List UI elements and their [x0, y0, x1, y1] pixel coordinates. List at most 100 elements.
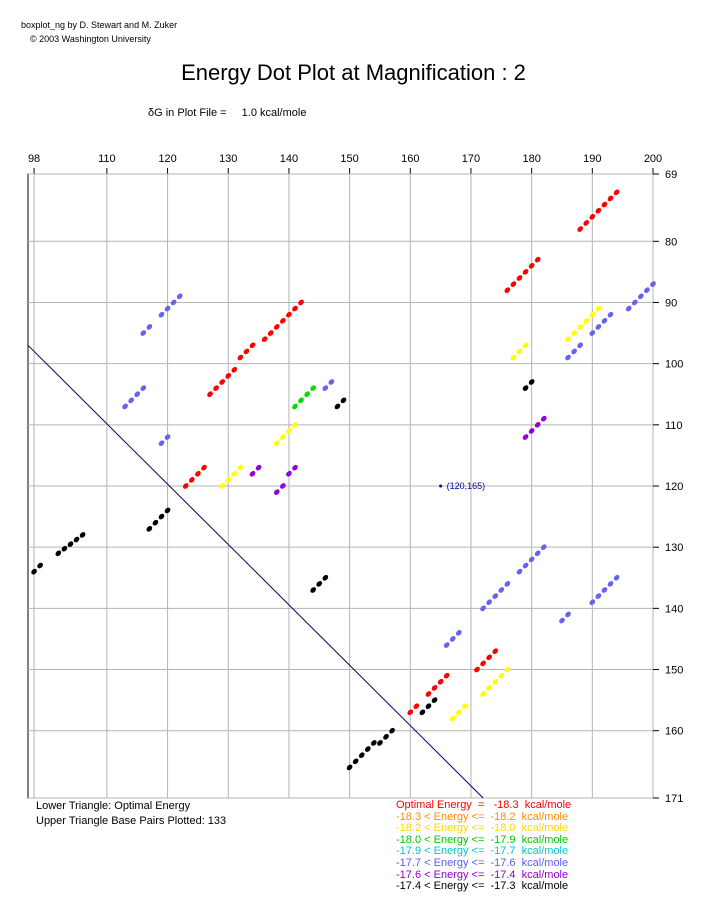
x-tick-label: 180 — [522, 153, 540, 165]
dot-point — [419, 709, 426, 716]
dot-point — [31, 568, 37, 575]
dot-point — [534, 421, 541, 428]
dot-point — [249, 342, 256, 349]
dot-point — [534, 550, 541, 557]
legend-entry: -17.6 < Energy <= -17.4 kcal/mole — [396, 868, 569, 881]
x-tick-label: 190 — [583, 153, 601, 165]
dot-point — [237, 464, 244, 471]
dot-point — [389, 727, 395, 734]
dot-point — [310, 587, 317, 593]
dot-point — [146, 324, 153, 330]
x-tick-label: 200 — [644, 153, 662, 165]
dot-point — [638, 293, 644, 300]
legend-entry: -18.0 < Energy <= -17.9 kcal/mole — [396, 833, 569, 846]
dot-point — [310, 385, 317, 391]
legend-entry: -17.7 < Energy <= -17.6 kcal/mole — [396, 856, 569, 869]
dot-point — [292, 464, 298, 471]
upper-triangle-note: Upper Triangle Base Pairs Plotted: 133 — [36, 815, 227, 827]
dot-point — [528, 379, 535, 385]
dot-point — [510, 281, 517, 287]
dot-point — [480, 605, 486, 612]
y-tick-label: 171 — [665, 793, 683, 805]
dot-point — [625, 305, 632, 312]
dot-point — [237, 354, 244, 361]
dot-point — [449, 715, 456, 722]
credit-line-2: © 2003 Washington University — [30, 34, 151, 44]
dot-point — [650, 281, 656, 287]
dot-point — [261, 336, 268, 343]
dot-point — [474, 666, 480, 673]
dot-point — [589, 330, 596, 336]
dot-point — [219, 483, 226, 489]
dot-point — [516, 348, 523, 355]
dot-point — [565, 611, 571, 618]
dot-point — [462, 703, 468, 710]
dot-point — [455, 629, 462, 636]
dot-point — [164, 305, 171, 312]
dot-point — [189, 477, 195, 483]
dot-point — [528, 556, 535, 563]
chart-title: Energy Dot Plot at Magnification : 2 — [181, 60, 526, 85]
dot-point — [280, 434, 286, 440]
energy-legend: Optimal Energy = -18.3 kcal/mole -18.3 < … — [396, 799, 571, 893]
dot-point — [322, 385, 329, 391]
dot-point — [583, 220, 590, 226]
marker-point — [439, 484, 443, 488]
dot-point — [559, 617, 565, 624]
dot-point — [176, 293, 183, 300]
dot-point — [231, 366, 238, 373]
dot-point — [340, 397, 347, 404]
dot-point — [480, 691, 486, 697]
dot-point — [504, 287, 511, 294]
dot-point — [377, 740, 383, 746]
dot-point — [522, 269, 529, 275]
dot-point — [522, 385, 529, 391]
y-tick-label: 100 — [665, 359, 683, 371]
legend-entry: -18.3 < Energy <= -18.2 kcal/mole — [396, 810, 569, 823]
y-tick-label: 140 — [665, 603, 683, 615]
x-tick-label: 98 — [28, 153, 40, 165]
x-tick-label: 150 — [340, 153, 358, 165]
y-tick-label: 110 — [665, 420, 683, 432]
dot-point — [595, 207, 602, 214]
x-tick-label: 170 — [462, 153, 480, 165]
dot-point — [364, 746, 371, 752]
dot-point — [413, 703, 420, 710]
dot-point — [577, 226, 584, 232]
dot-point — [219, 379, 226, 385]
dot-point — [134, 391, 141, 398]
dot-point — [67, 541, 74, 547]
dot-point — [522, 562, 529, 569]
dot-point — [589, 311, 596, 318]
dot-point — [316, 581, 323, 587]
dot-point — [589, 213, 596, 220]
dot-point — [437, 678, 444, 685]
dot-point — [182, 483, 189, 489]
dot-point — [492, 678, 499, 685]
dot-point — [346, 764, 353, 771]
dot-point — [213, 385, 219, 391]
dot-point — [231, 470, 238, 477]
dot-point — [431, 685, 438, 691]
dot-point — [607, 311, 614, 318]
dot-point — [286, 470, 292, 477]
dot-point — [322, 574, 329, 581]
dot-point — [255, 464, 262, 471]
dot-point — [607, 195, 614, 202]
dot-point — [243, 348, 250, 355]
dot-point — [140, 330, 147, 336]
dot-point — [249, 470, 256, 477]
dot-point — [486, 685, 492, 691]
y-tick-label: 90 — [665, 297, 677, 309]
dot-point — [164, 434, 171, 440]
dot-point — [504, 581, 511, 587]
dot-point — [292, 421, 298, 428]
dot-point — [128, 397, 134, 404]
dot-point — [292, 305, 298, 312]
dot-point — [286, 428, 292, 434]
dot-point — [601, 587, 608, 593]
dot-point — [443, 672, 450, 679]
dot-point — [449, 636, 456, 642]
dot-point — [601, 201, 608, 208]
